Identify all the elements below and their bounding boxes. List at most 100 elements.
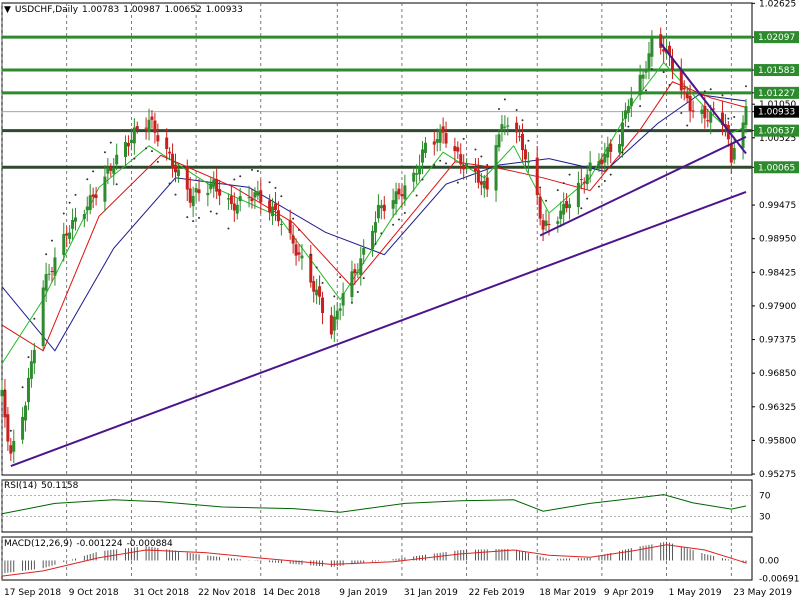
psar-dot [745, 85, 747, 88]
psar-dot [333, 295, 336, 298]
candle-body [209, 183, 213, 190]
psar-dot [480, 155, 483, 158]
candle-body [297, 252, 301, 255]
psar-dot [521, 119, 524, 122]
rsi-header: RSI(14) 50.1158 [4, 481, 82, 491]
psar-dot [92, 170, 95, 173]
candle-body [382, 204, 386, 212]
candle-body [12, 440, 16, 452]
psar-dot [156, 160, 159, 163]
candle-body [423, 142, 427, 153]
candle-body [124, 142, 128, 157]
psar-dot [562, 182, 565, 185]
psar-dot [527, 139, 530, 142]
psar-dot [433, 164, 436, 167]
candle-body [300, 255, 304, 259]
candle-body [103, 176, 107, 202]
level-label: 1.01227 [758, 89, 795, 99]
candle-body [350, 271, 354, 298]
candle-body [24, 405, 28, 421]
psar-dot [580, 207, 583, 210]
candle-body [562, 203, 566, 215]
candle-body [453, 146, 457, 152]
candle-body [279, 224, 283, 226]
candle-body [271, 206, 275, 217]
x-tick-label: 9 Jan 2019 [339, 588, 387, 598]
psar-dot [27, 356, 30, 359]
psar-dot [280, 195, 283, 198]
psar-dot [233, 178, 236, 181]
level-label: 1.01583 [758, 66, 795, 76]
psar-dot [380, 232, 383, 235]
psar-dot [315, 266, 318, 269]
candle-body [456, 147, 460, 152]
psar-dot [339, 276, 342, 279]
y-tick-label: 0.96850 [759, 369, 796, 379]
level-label-bg [754, 64, 799, 77]
psar-dot [397, 218, 400, 221]
candle-body [579, 178, 583, 180]
psar-dot [362, 277, 365, 280]
x-tick-label: 14 Dec 2018 [263, 588, 321, 598]
candle-body [582, 182, 586, 184]
y-tick-label: 1.01050 [759, 100, 796, 110]
psar-dot [609, 173, 612, 176]
candle-body [144, 127, 148, 129]
candle-body [729, 143, 733, 163]
candle-body [321, 297, 325, 314]
psar-dot [133, 157, 136, 160]
candle-body [626, 105, 630, 113]
candle-body [112, 168, 116, 174]
candle-body [29, 361, 33, 379]
candle-body [379, 205, 383, 209]
macd-value-main: -0.001224 [76, 539, 123, 549]
candle-body [597, 161, 601, 167]
macd-tick-label: 0.00 [759, 556, 779, 566]
level-label: 1.00065 [758, 163, 795, 173]
candle-body [41, 287, 45, 347]
candle-body [568, 204, 572, 209]
candle-body [332, 316, 336, 331]
candle-body [256, 191, 260, 196]
candle-body [515, 122, 519, 133]
level-label: 1.00637 [758, 127, 795, 137]
candle-body [318, 286, 322, 297]
candle-body [371, 230, 375, 250]
y-tick-label: 0.95800 [759, 436, 796, 446]
current-price-label: 1.00933 [758, 108, 795, 118]
candle-body [609, 143, 613, 152]
y-tick-label: 0.96325 [759, 403, 796, 413]
candle-body [106, 167, 110, 174]
trendline [659, 42, 747, 155]
psar-dot [298, 228, 301, 231]
candle-body [362, 247, 366, 255]
psar-dot [721, 94, 724, 97]
psar-dot [215, 212, 218, 215]
psar-dot [686, 124, 689, 127]
psar-dot [321, 281, 324, 284]
macd-value-signal: -0.000884 [126, 539, 173, 549]
candle-body [462, 164, 466, 170]
psar-dot [186, 216, 189, 219]
psar-dot [292, 217, 295, 220]
candle-body [247, 197, 251, 199]
rsi-tick-label: 30 [759, 512, 771, 522]
candle-body [647, 53, 651, 70]
psar-dot [650, 67, 653, 70]
candle-body [691, 110, 695, 112]
candle-body [547, 223, 551, 225]
candle-body [662, 49, 666, 52]
candle-body [212, 179, 216, 187]
candle-body [191, 195, 195, 207]
psar-dot [415, 194, 418, 197]
candle-body [538, 196, 542, 219]
macd-panel-frame [1, 536, 753, 581]
candle-body [435, 139, 439, 143]
candle-body [720, 112, 724, 125]
x-tick-label: 17 Sep 2018 [4, 588, 61, 598]
candle-body [526, 161, 530, 163]
candle-body [497, 134, 501, 148]
candle-body [47, 273, 51, 275]
